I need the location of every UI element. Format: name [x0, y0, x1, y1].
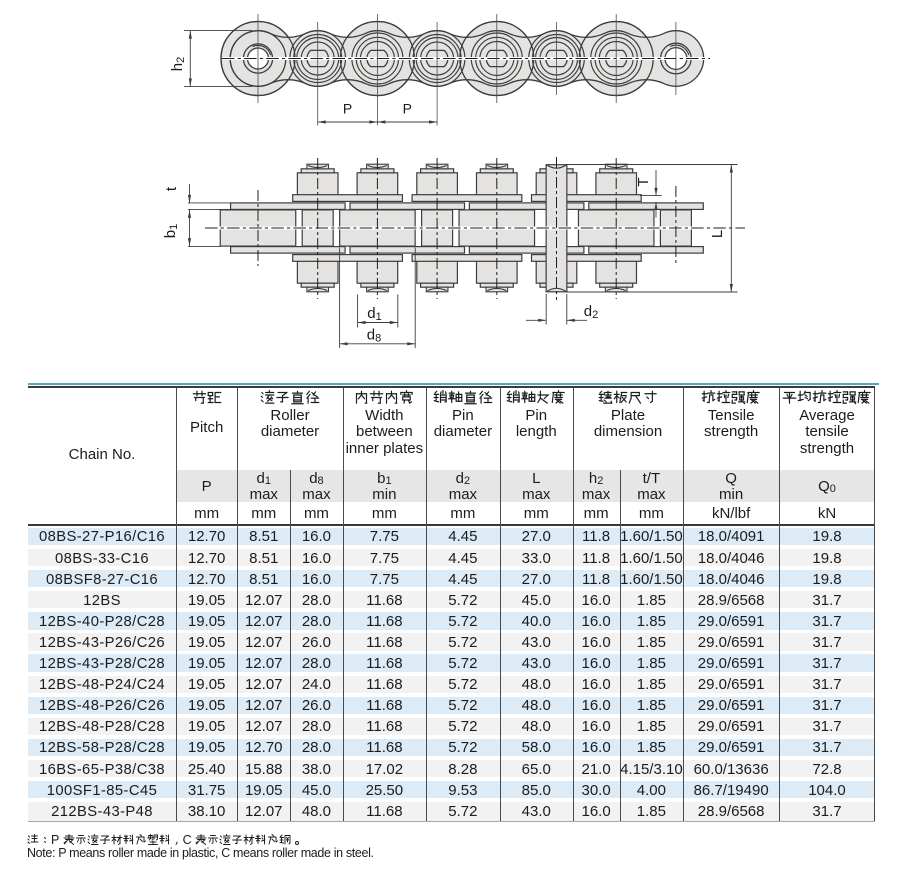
svg-text:d8: d8	[367, 326, 381, 344]
svg-text:h2: h2	[169, 57, 187, 71]
svg-text:b1: b1	[162, 224, 180, 238]
svg-text:P: P	[343, 101, 352, 117]
svg-text:d1: d1	[367, 305, 381, 323]
svg-text:d2: d2	[584, 303, 598, 321]
svg-text:L: L	[709, 230, 726, 238]
svg-text:T: T	[635, 177, 652, 186]
svg-text:P: P	[403, 101, 412, 117]
svg-text:t: t	[163, 186, 180, 191]
